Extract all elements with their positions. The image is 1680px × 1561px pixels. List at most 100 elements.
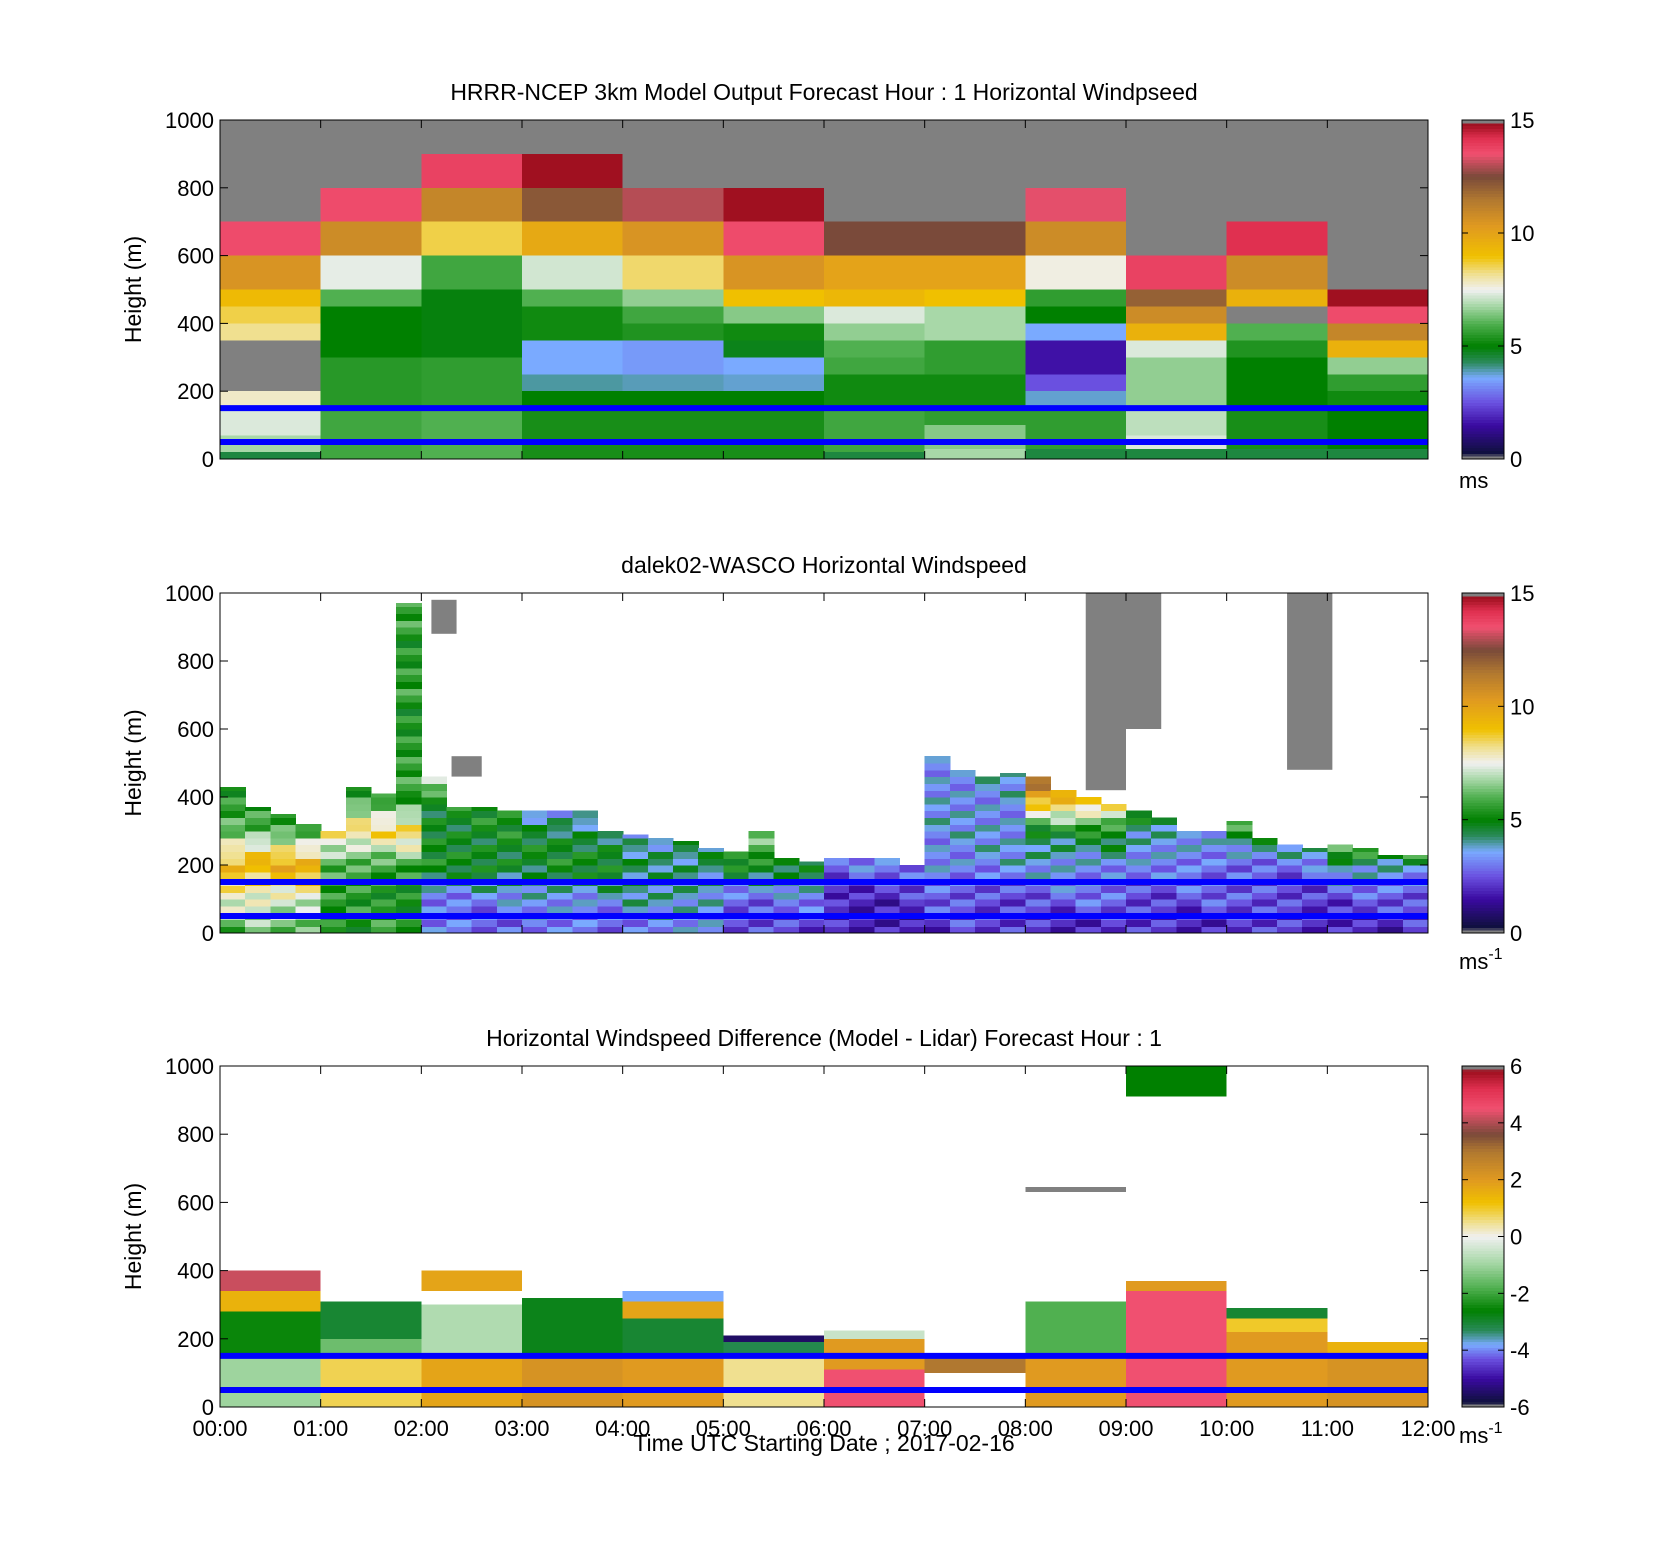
- lidar-gate: [1327, 905, 1354, 914]
- lidar-gate: [673, 919, 699, 927]
- lidar-gate: [572, 844, 599, 852]
- lidar-gate: [1302, 885, 1328, 893]
- lidar-gate: [949, 885, 976, 893]
- lidar-gate: [295, 831, 322, 839]
- lidar-gate: [597, 831, 624, 839]
- lidar-gate: [975, 899, 1001, 907]
- colorbar-tick-label: 0: [1510, 921, 1522, 946]
- lidar-gate: [446, 919, 473, 927]
- colorbar-segment: [1462, 238, 1504, 242]
- heatmap-cell: [1025, 448, 1126, 459]
- lidar-gate: [1050, 803, 1077, 812]
- colorbar-segment: [1462, 216, 1504, 220]
- lidar-gate: [1126, 831, 1152, 839]
- lidar-gate: [748, 899, 775, 907]
- colorbar-segment: [1462, 743, 1504, 747]
- lidar-gate: [1126, 885, 1152, 893]
- x-tick-label: 02:00: [394, 1416, 449, 1441]
- heatmap-cell: [1126, 255, 1227, 290]
- lidar-gate: [547, 871, 573, 880]
- heatmap-cell: [1327, 391, 1428, 409]
- lidar-gate: [1151, 926, 1177, 934]
- lidar-gate: [471, 905, 498, 914]
- lidar-gate: [371, 905, 397, 914]
- lidar-gate: [220, 817, 246, 825]
- lidar-gate: [396, 695, 422, 703]
- lidar-gate: [396, 865, 422, 873]
- lidar-gate: [723, 858, 750, 866]
- lidar-gate: [673, 892, 699, 900]
- y-tick-label: 800: [177, 1122, 214, 1147]
- colorbar-segment: [1462, 1276, 1504, 1280]
- colorbar-segment: [1462, 182, 1504, 186]
- colorbar-segment: [1462, 430, 1504, 435]
- lidar-gate: [748, 926, 775, 934]
- colorbar-segment: [1462, 1139, 1504, 1144]
- colorbar-segment: [1462, 695, 1504, 699]
- lidar-gate: [421, 844, 448, 852]
- lidar-gate: [1251, 837, 1278, 846]
- lidar-gate: [1151, 865, 1177, 873]
- lidar-gate: [471, 851, 498, 859]
- lidar-gate: [1050, 797, 1077, 805]
- lidar-gate: [421, 919, 448, 927]
- lidar-gate: [1302, 858, 1328, 866]
- lidar-gate: [496, 871, 523, 880]
- lidar-gate: [975, 865, 1001, 873]
- lidar-gate: [975, 803, 1001, 812]
- colorbar-segment: [1462, 1318, 1504, 1323]
- lidar-gate: [1277, 865, 1303, 873]
- colorbar-segment: [1462, 788, 1504, 792]
- lidar-gate: [220, 865, 246, 873]
- lidar-gate: [924, 797, 951, 805]
- lidar-gate: [522, 926, 548, 934]
- lidar-gate: [647, 851, 674, 859]
- heatmap-cell: [522, 289, 623, 307]
- lidar-gate: [798, 885, 825, 893]
- colorbar-segment: [1462, 388, 1504, 392]
- colorbar-segment: [1462, 816, 1504, 821]
- colorbar-segment: [1462, 904, 1504, 908]
- lidar-gate: [345, 858, 372, 866]
- lidar-gate: [949, 776, 976, 784]
- heatmap-cell: [1126, 340, 1227, 358]
- heatmap-cell: [320, 1301, 422, 1339]
- lidar-gate: [622, 871, 649, 880]
- lidar-gate: [1251, 885, 1278, 893]
- lidar-gate: [1176, 919, 1203, 927]
- lidar-gate: [1226, 926, 1253, 934]
- lidar-gate: [371, 837, 397, 846]
- lidar-gate: [924, 871, 951, 880]
- lidar-gate: [1201, 899, 1228, 907]
- lidar-gate: [1176, 899, 1203, 907]
- colorbar-segment: [1462, 1344, 1504, 1348]
- lidar-gate: [1075, 831, 1102, 839]
- colorbar-segment: [1462, 1185, 1504, 1189]
- lidar-gate: [1075, 817, 1102, 825]
- heatmap-cell: [1327, 306, 1428, 324]
- heatmap-cell: [824, 255, 925, 290]
- lidar-gate: [371, 797, 397, 805]
- colorbar-segment: [1462, 413, 1504, 418]
- panel-model-windspeed: HRRR-NCEP 3km Model Output Forecast Hour…: [120, 79, 1534, 493]
- lidar-gate: [345, 844, 372, 852]
- lidar-gate: [698, 919, 724, 927]
- colorbar-segment: [1462, 433, 1504, 437]
- x-tick-label: 06:00: [796, 1416, 851, 1441]
- heatmap-cell: [824, 452, 925, 459]
- lidar-gate: [874, 858, 901, 866]
- lidar-gate: [295, 892, 322, 900]
- colorbar-segment: [1462, 1290, 1504, 1294]
- lidar-gate: [949, 865, 976, 873]
- lidar-gate: [496, 885, 523, 893]
- lidar-gate: [698, 848, 724, 852]
- lidar-gate: [471, 807, 498, 812]
- y-tick-label: 1000: [165, 1054, 214, 1079]
- lidar-gate: [899, 926, 926, 934]
- lidar-gate: [371, 885, 397, 893]
- heatmap-cell: [421, 153, 522, 188]
- heatmap-cell: [1126, 408, 1227, 436]
- colorbar-segment: [1462, 700, 1504, 704]
- colorbar-segment: [1462, 814, 1504, 818]
- lidar-gate: [421, 831, 448, 839]
